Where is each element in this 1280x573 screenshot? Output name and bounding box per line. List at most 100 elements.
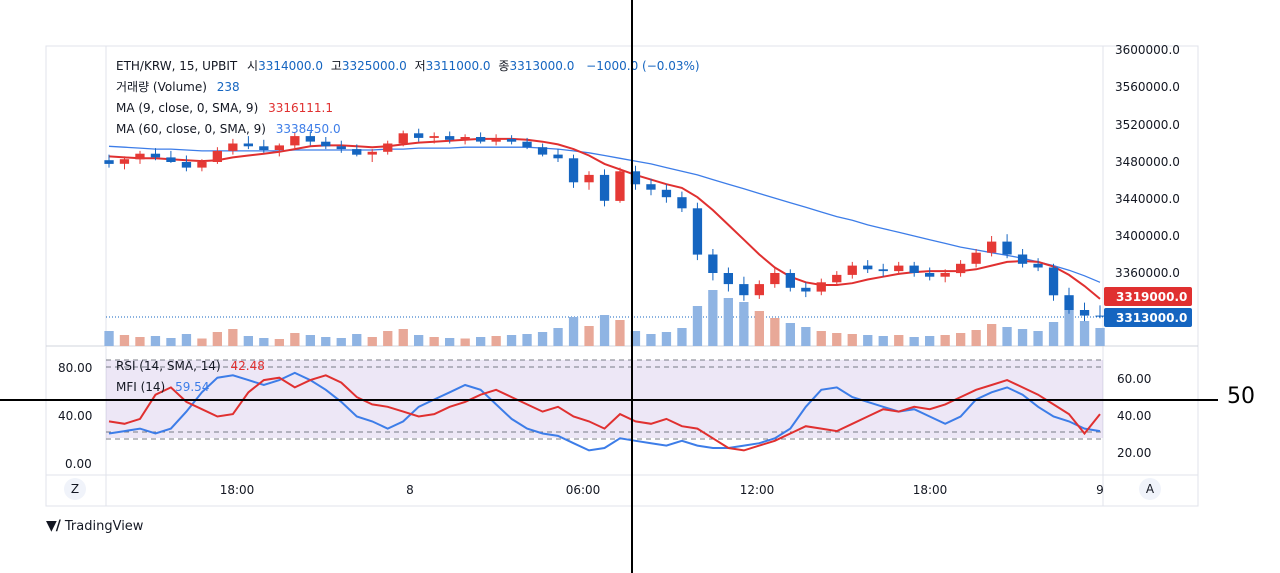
candle-body [971,252,981,264]
volume-bar [630,331,641,346]
volume-bar [925,336,935,346]
tradingview-logo[interactable]: ▼/ TradingView [46,518,143,534]
volume-bar [212,332,222,346]
candle-body [104,160,114,164]
candle-body [801,287,811,292]
volume-bar [987,324,997,346]
legend-l-label: 저 [415,59,426,73]
oscillator-pane[interactable] [106,359,1103,452]
candle-body [863,265,873,270]
volume-bar [166,338,176,346]
candle-body [754,284,764,296]
volume-bar [476,337,486,346]
time-tick: 8 [406,483,414,497]
candle-body [506,138,517,142]
candle-body [832,274,842,283]
z-button[interactable]: Z [64,478,86,500]
candle-body [568,158,579,183]
price-tick: 3600000.0 [1115,43,1180,57]
auto-scale-button[interactable]: A [1139,478,1161,500]
ma-price-badge [1104,287,1192,306]
legend-mfi-label: MFI (14) [116,380,165,394]
volume-bar [677,328,687,346]
legend-ma60: MA (60, close, 0, SMA, 9) 3338450.0 [116,122,341,136]
legend-h-value: 3325000.0 [342,59,407,73]
price-pane[interactable] [46,46,1198,506]
ma-price-badge-text: 3319000.0 [1116,290,1187,304]
candle-body [847,265,857,275]
legend-ma60-value: 3338450.0 [276,122,341,136]
candle-body [197,162,207,168]
candle-body [476,137,486,142]
candle-body [1079,310,1090,316]
legend-ma9-label: MA (9, close, 0, SMA, 9) [116,101,258,115]
candle-body [1095,315,1105,317]
volume-bar [104,331,114,346]
volume-bar [274,339,284,346]
volume-bar [414,335,424,346]
volume-bar [522,334,532,346]
candle-body [491,138,501,142]
price-tick: 3560000.0 [1115,80,1180,94]
candle-body [630,171,641,185]
left-osc-tick: 80.00 [58,361,92,375]
chart-frame [45,45,1199,507]
volume-bar [290,333,300,346]
legend-rsi-label: RSI (14, SMA, 14) [116,359,221,373]
legend-ohlc: ETH/KRW, 15, UPBIT 시3314000.0 고3325000.0… [116,59,700,73]
volume-bar [553,328,563,346]
volume-bar [135,337,145,346]
z-button-label: Z [71,482,79,496]
volume-bar [599,315,610,346]
candle-body [321,141,331,147]
time-tick: 18:00 [220,483,255,497]
legend-c-label: 종 [498,59,509,73]
volume-bar [723,298,733,346]
volume-bar [754,311,764,346]
candles [104,128,1105,322]
legend-ma9: MA (9, close, 0, SMA, 9) 3316111.1 [116,101,333,115]
volume-bar [243,336,253,346]
candle-body [243,143,253,147]
volume-bar [383,331,393,346]
candle-body [150,153,161,158]
candle-body [878,269,888,272]
volume-bar [956,333,966,346]
candle-body [677,197,687,209]
candle-body [522,141,532,148]
volume-bar [770,318,780,346]
volume-bar [1033,331,1043,346]
volume-bar [537,332,548,346]
price-axis[interactable]: 3600000.0 3560000.0 3520000.0 3480000.0 … [1104,43,1192,327]
volume-bar [692,306,703,346]
left-osc-tick: 0.00 [65,457,92,471]
candle-body [615,171,625,201]
last-price-badge-text: 3313000.0 [1116,311,1187,325]
volume-bar [491,336,501,346]
volume-bar [584,326,594,346]
volume-bar [1095,328,1105,346]
legend-ma60-label: MA (60, close, 0, SMA, 9) [116,122,266,136]
volume-bar [445,338,455,346]
volume-bar [739,302,749,346]
candle-body [445,136,455,140]
volume-bar [971,330,981,346]
rsi-line [108,374,1101,452]
volume-bar [305,335,315,346]
candle-body [1033,263,1043,268]
volume-bar [785,323,795,346]
price-tick: 3400000.0 [1115,229,1180,243]
volume-bar [832,333,842,346]
volume-bar [429,337,439,346]
volume-bar [181,334,192,346]
time-tick: 12:00 [740,483,775,497]
volume-bar [646,334,656,346]
candle-body [336,146,346,150]
candle-body [398,133,408,144]
volume-bar [909,337,919,346]
candle-body [1048,267,1059,296]
time-axis[interactable]: 18:00 8 06:00 12:00 18:00 9 [220,483,1104,497]
left-osc-axis: 80.00 40.00 0.00 [58,361,92,471]
price-tick: 3440000.0 [1115,192,1180,206]
